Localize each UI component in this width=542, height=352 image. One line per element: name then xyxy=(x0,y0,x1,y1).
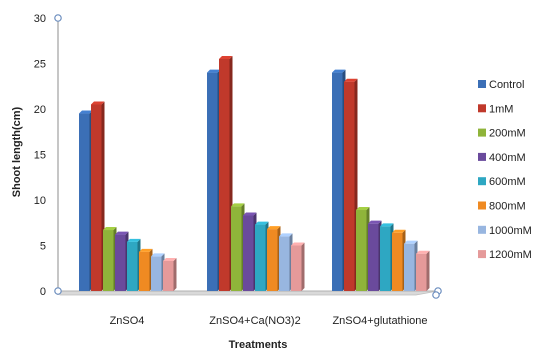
bar xyxy=(243,215,254,291)
y-tick-label: 20 xyxy=(34,104,46,116)
y-tick-label: 5 xyxy=(40,241,46,253)
legend-label: 1mM xyxy=(489,103,513,115)
legend-swatch xyxy=(478,80,486,88)
bar xyxy=(139,251,150,291)
y-tick-label: 30 xyxy=(34,13,46,25)
bar-top xyxy=(79,110,93,114)
bar-top xyxy=(243,212,257,216)
bar-top xyxy=(103,227,117,231)
bar xyxy=(392,232,403,291)
bar-top xyxy=(344,78,358,82)
y-tick-labels: 0 5 10 15 20 25 30 xyxy=(34,13,46,298)
bar xyxy=(279,236,290,291)
legend-label: 800mM xyxy=(489,201,526,213)
bar xyxy=(344,81,355,291)
bar xyxy=(115,234,126,291)
bar xyxy=(79,113,90,291)
bar-top xyxy=(267,226,281,230)
axis-handle-marker xyxy=(54,287,62,295)
bar-top xyxy=(404,240,418,244)
bar xyxy=(103,230,114,291)
bar xyxy=(163,260,174,291)
bar-top xyxy=(219,55,233,59)
bar-top xyxy=(332,69,346,73)
bar xyxy=(151,256,162,291)
bar-side xyxy=(426,250,430,291)
chart-floor xyxy=(57,290,439,296)
y-tick-label: 25 xyxy=(34,59,46,71)
y-tick-label: 15 xyxy=(34,150,46,162)
bar xyxy=(231,206,242,291)
bar xyxy=(368,223,379,291)
bar-side xyxy=(301,242,305,291)
bar-top xyxy=(279,233,293,237)
axis-handle-marker xyxy=(432,291,440,299)
bar xyxy=(416,253,427,291)
legend-label: 1200mM xyxy=(489,249,532,261)
legend-label: 400mM xyxy=(489,152,526,164)
bar xyxy=(267,229,278,291)
bar-top xyxy=(207,69,221,73)
bar-side xyxy=(173,257,177,291)
category-labels: ZnSO4 ZnSO4+Ca(NO3)2 ZnSO4+glutathione xyxy=(110,315,428,327)
bar-top xyxy=(380,223,394,227)
bar xyxy=(291,245,302,291)
bar xyxy=(207,72,218,291)
bar-top xyxy=(151,253,165,257)
bar xyxy=(219,58,230,292)
bar-top xyxy=(392,229,406,233)
legend: Control 1mM 200mM 400mM 600mM 800mM 1000mM 1200… xyxy=(478,79,532,261)
legend-swatch xyxy=(478,225,486,234)
bar xyxy=(332,72,343,291)
bar-top xyxy=(291,242,305,246)
legend-swatch xyxy=(478,128,486,137)
bar xyxy=(91,104,102,291)
bar-top xyxy=(91,101,105,105)
x-axis-title: Treatments xyxy=(229,339,288,351)
legend-label: 600mM xyxy=(489,176,526,188)
bar-top xyxy=(368,220,382,224)
axis-handle-marker xyxy=(54,14,62,22)
bar-top xyxy=(127,238,141,242)
bar-top xyxy=(163,257,177,261)
legend-swatch xyxy=(478,250,486,259)
bar-top xyxy=(139,248,153,252)
bar xyxy=(380,226,391,291)
category-label: ZnSO4+Ca(NO3)2 xyxy=(209,315,300,327)
bar-top xyxy=(115,231,129,235)
category-label: ZnSO4 xyxy=(110,315,145,327)
legend-swatch xyxy=(478,201,486,210)
bar-top xyxy=(356,207,370,211)
y-axis-title: Shoot length(cm) xyxy=(11,106,23,197)
legend-label: 200mM xyxy=(489,128,526,140)
legend-swatch xyxy=(478,104,486,113)
bar-top xyxy=(416,250,430,254)
bar xyxy=(255,224,266,291)
legend-swatch xyxy=(478,152,486,161)
y-tick-label: 10 xyxy=(34,195,46,207)
legend-label: 1000mM xyxy=(489,225,532,237)
category-label: ZnSO4+glutathione xyxy=(332,315,427,327)
legend-label: Control xyxy=(489,79,524,91)
bar xyxy=(356,210,367,291)
bar xyxy=(127,241,138,291)
bars xyxy=(79,55,430,292)
y-tick-label: 0 xyxy=(40,286,46,298)
bar-top xyxy=(231,203,245,207)
bar-top xyxy=(255,221,269,225)
legend-swatch xyxy=(478,177,486,186)
bar xyxy=(404,243,415,291)
